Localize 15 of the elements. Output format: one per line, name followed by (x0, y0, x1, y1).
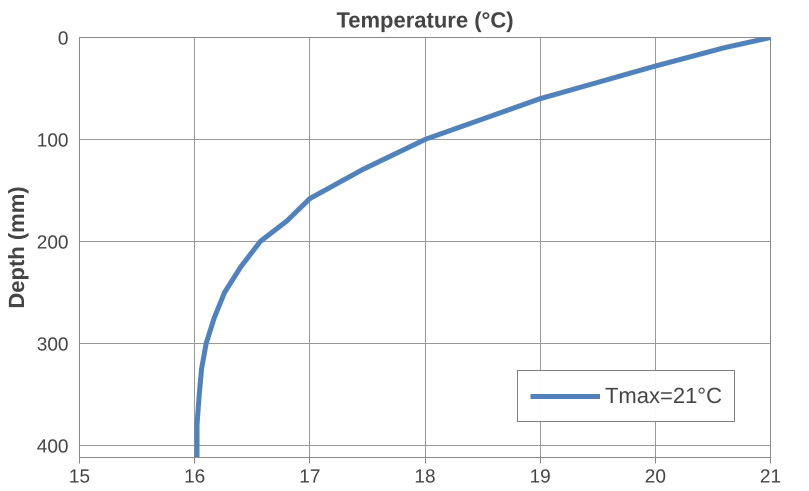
x-tick-label: 19 (530, 466, 551, 488)
legend-label: Tmax=21°C (604, 383, 722, 409)
y-tick-label: 100 (36, 130, 68, 152)
y-tick-label: 200 (36, 232, 68, 254)
y-tick-label: 0 (58, 28, 69, 50)
x-tick-label: 16 (184, 466, 206, 488)
y-tick-label: 400 (36, 436, 68, 458)
x-tick-label: 20 (644, 466, 666, 488)
x-tick-label: 18 (414, 466, 436, 488)
y-axis-title: Depth (mm) (4, 186, 29, 309)
x-tick-label: 21 (760, 466, 782, 488)
chart-title: Temperature (°C) (336, 8, 514, 32)
x-tick-label: 15 (68, 466, 90, 488)
x-tick-label: 17 (299, 466, 320, 488)
y-tick-label: 300 (36, 334, 68, 356)
